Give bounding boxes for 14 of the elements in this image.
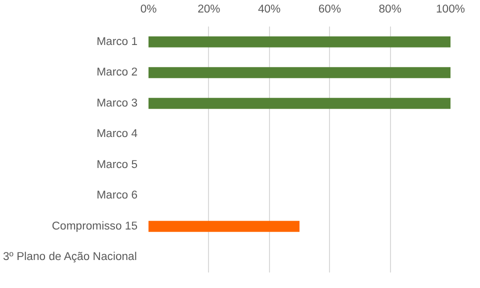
y-tick-label: 3º Plano de Ação Nacional [3,251,137,264]
x-tick-label: 80% [378,4,402,16]
x-tick-label: 20% [198,4,220,16]
x-tick-label: 60% [318,4,342,16]
x-tick-label: 100% [436,4,465,16]
y-tick-label: Marco 2 [96,66,138,79]
x-tick-label: 40% [258,4,281,16]
y-tick-label: Marco 3 [96,97,138,110]
y-tick-label: Marco 4 [96,128,138,140]
y-tick-label: Marco 1 [96,36,138,48]
y-tick-label: Compromisso 15 [52,220,138,232]
x-tick-label: 0% [140,4,157,16]
y-tick-label: Marco 6 [96,190,138,202]
y-tick-label: Marco 5 [96,158,138,171]
